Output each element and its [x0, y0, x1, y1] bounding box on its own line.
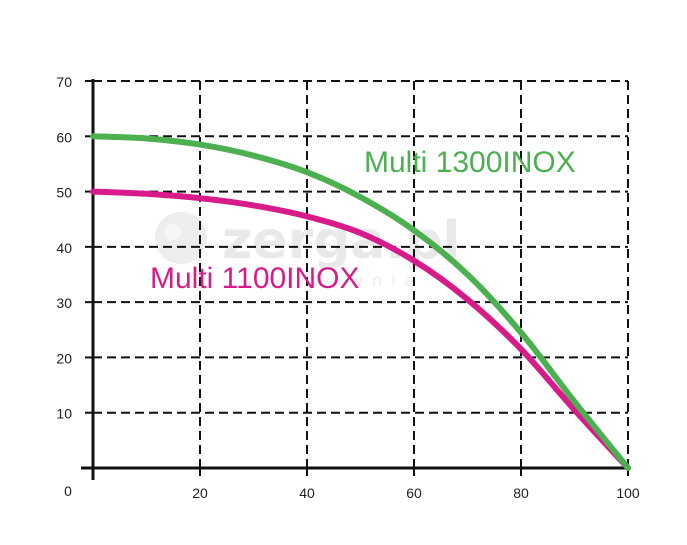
y-tick-label: 20 [56, 350, 72, 366]
series-labels: Multi 1300INOX Multi 1100INOX [150, 146, 576, 295]
x-tick-label: 20 [192, 485, 208, 501]
watermark-text: zerga.pl [222, 211, 460, 271]
origin-label: 0 [64, 483, 72, 499]
x-tick-label: 80 [513, 485, 529, 501]
series-line-1 [90, 188, 631, 471]
x-tick-label: 40 [299, 485, 315, 501]
y-tick-label: 50 [56, 185, 72, 201]
y-tick-label: 30 [56, 295, 72, 311]
y-tick-label: 70 [56, 74, 72, 90]
series-lines [90, 133, 631, 471]
watermark-logo [155, 212, 207, 264]
tick-labels: 10 20 30 40 50 60 70 20 40 60 80 100 0 [56, 74, 639, 501]
x-tick-label: 100 [616, 485, 640, 501]
watermark: zerga.pl hurtownia [155, 211, 460, 290]
series-line-0 [90, 133, 631, 471]
series-label-0: Multi 1300INOX [364, 146, 576, 179]
watermark-subtext: hurtownia [262, 271, 423, 290]
x-tick-label: 60 [406, 485, 422, 501]
y-tick-label: 40 [56, 240, 72, 256]
y-tick-label: 10 [56, 406, 72, 422]
y-tick-label: 60 [56, 129, 72, 145]
series-label-1: Multi 1100INOX [150, 262, 360, 295]
